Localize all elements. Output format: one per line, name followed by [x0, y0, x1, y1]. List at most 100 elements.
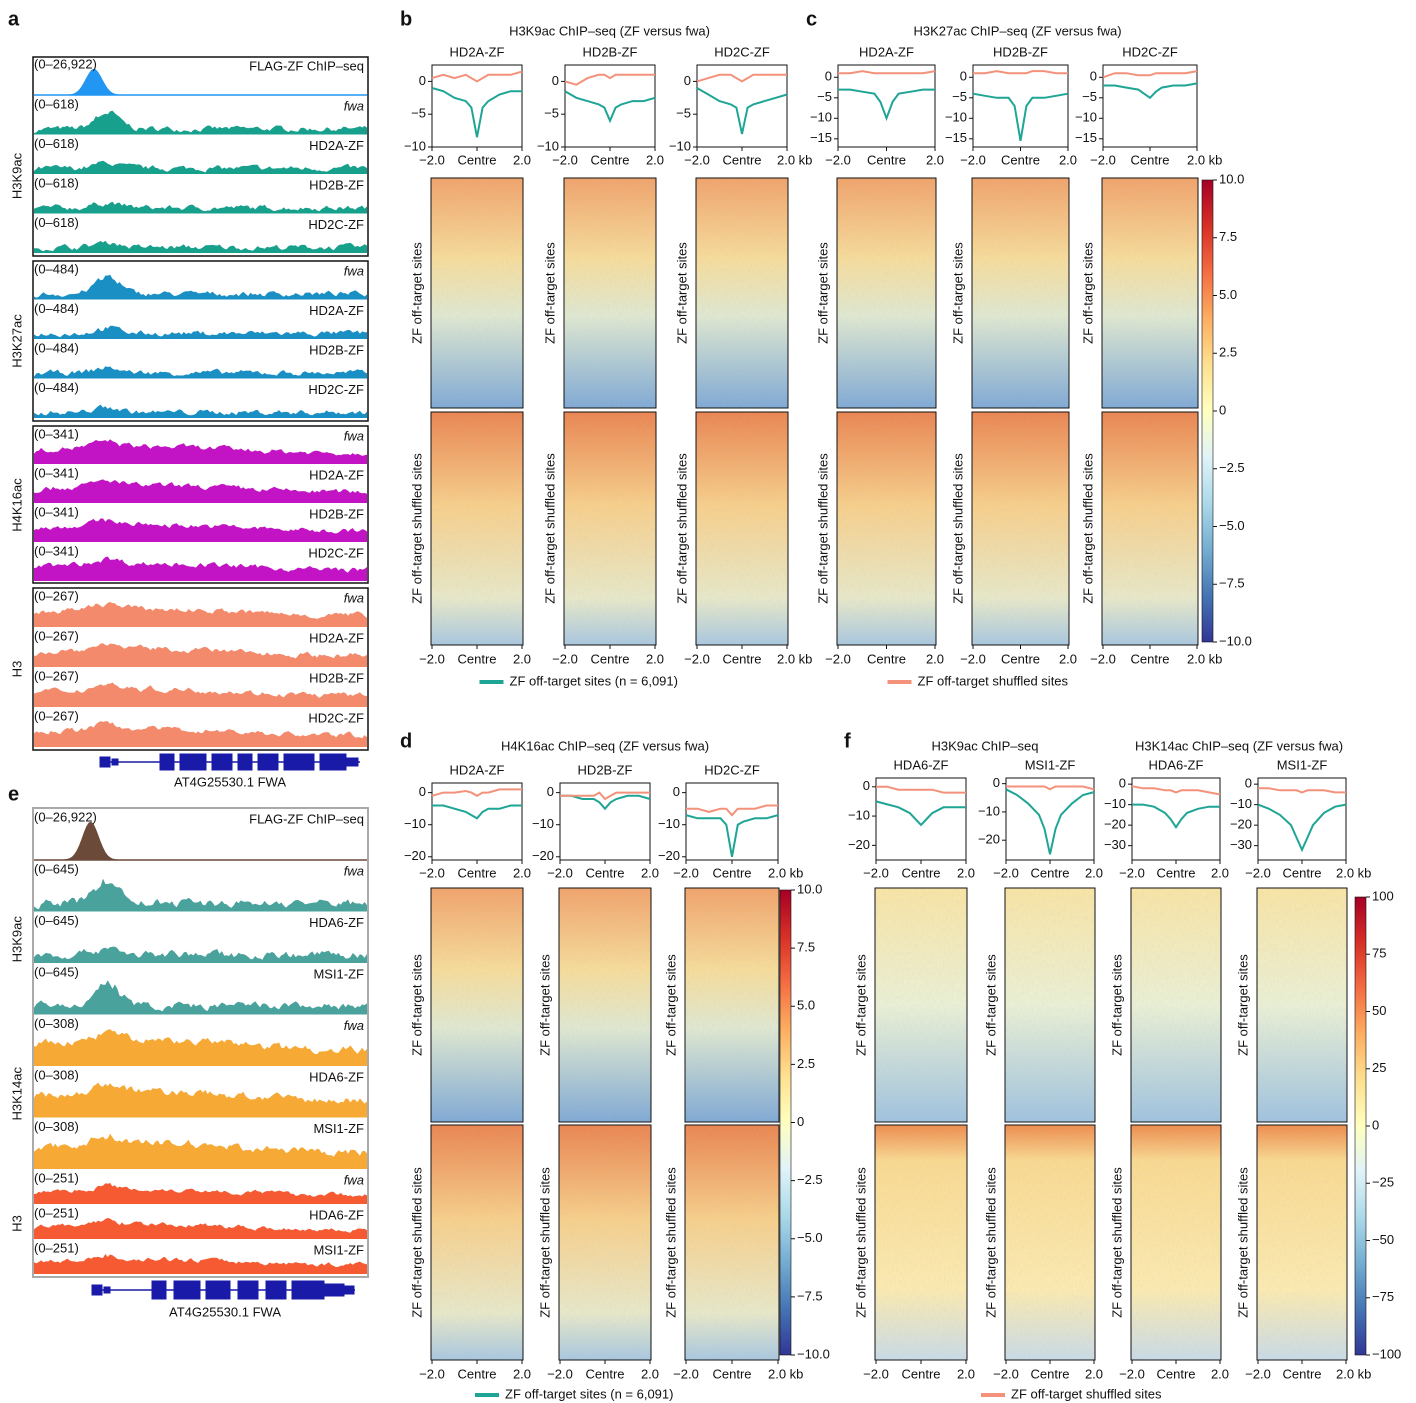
- x-tick-label: −2.0: [825, 152, 851, 167]
- track-range: (0–484): [34, 301, 79, 316]
- heatmap-frame: [563, 177, 657, 409]
- legend-label: ZF off-target sites (n = 6,091): [510, 673, 678, 688]
- row-label: ZF off-target shuffled sites: [815, 453, 830, 604]
- track-name: HD2C-ZF: [308, 217, 364, 232]
- track-range: (0–618): [34, 175, 79, 190]
- x-tick-label: −2.0: [1119, 865, 1145, 880]
- colorbar: [1201, 179, 1214, 643]
- y-tick-label: 0: [1245, 776, 1252, 791]
- x-tick-label: 2.0 kb: [768, 1366, 803, 1381]
- track-signal: [34, 1133, 367, 1169]
- colorbar-tick-label: −10.0: [1219, 633, 1252, 648]
- track-range: (0–484): [34, 380, 79, 395]
- plot-frame: [559, 782, 651, 861]
- track-name: fwa: [344, 263, 364, 278]
- row-label: ZF off-target sites: [1235, 954, 1250, 1056]
- y-tick-label: 0: [552, 73, 559, 88]
- track-name: fwa: [344, 428, 364, 443]
- x-tick-label: 2.0: [957, 1366, 975, 1381]
- x-tick-label: Centre: [867, 152, 906, 167]
- track-range: (0–645): [34, 964, 79, 979]
- heatmap-frame: [684, 887, 780, 1123]
- track-range: (0–251): [34, 1170, 79, 1185]
- column-title: MSI1-ZF: [1277, 757, 1328, 772]
- x-tick-label: −2.0: [547, 1366, 573, 1381]
- y-tick-label: 0: [419, 784, 426, 799]
- x-tick-label: −2.0: [419, 651, 445, 666]
- y-tick-label: −10: [848, 808, 870, 823]
- group-label: H3: [9, 661, 24, 678]
- row-label: ZF off-target shuffled sites: [1109, 1167, 1124, 1318]
- x-tick-label: Centre: [590, 651, 629, 666]
- x-tick-label: Centre: [1156, 865, 1195, 880]
- column-title: HD2A-ZF: [450, 44, 505, 59]
- row-label: ZF off-target sites: [853, 954, 868, 1056]
- heatmap-texture: [564, 178, 656, 408]
- x-tick-label: Centre: [585, 865, 624, 880]
- x-tick-label: Centre: [901, 865, 940, 880]
- profile-line: [973, 70, 1068, 75]
- y-tick-label: −15: [945, 130, 967, 145]
- heatmap-texture: [1102, 178, 1198, 408]
- x-tick-label: Centre: [901, 1366, 940, 1381]
- track-signal: [34, 1183, 367, 1204]
- y-tick-label: −5: [676, 106, 691, 121]
- x-tick-label: −2.0: [552, 651, 578, 666]
- track-range: (0–308): [34, 1067, 79, 1082]
- row-label: ZF off-target sites: [674, 242, 689, 344]
- track-range: (0–484): [34, 261, 79, 276]
- x-tick-label: −2.0: [419, 1366, 445, 1381]
- plot-frame: [972, 64, 1069, 148]
- colorbar-tick-label: 2.5: [797, 1056, 815, 1071]
- track-name: fwa: [344, 98, 364, 113]
- colorbar: [1354, 896, 1367, 1356]
- track-range: (0–618): [34, 96, 79, 111]
- column-title: HD2C-ZF: [1122, 44, 1178, 59]
- track-range: (0–341): [34, 465, 79, 480]
- track-name: HD2A-ZF: [309, 630, 364, 645]
- x-tick-label: Centre: [1282, 865, 1321, 880]
- row-label: ZF off-target sites: [537, 954, 552, 1056]
- profile-line: [838, 70, 936, 75]
- gene-label: AT4G25530.1 FWA: [169, 1304, 281, 1319]
- profile-line: [696, 73, 787, 83]
- legend-label: ZF off-target shuffled sites: [1011, 1386, 1162, 1401]
- heatmap-texture: [1257, 1125, 1347, 1360]
- x-tick-label: −2.0: [419, 152, 445, 167]
- track-name: HD2A-ZF: [309, 303, 364, 318]
- profile-line: [431, 788, 522, 797]
- row-label: ZF off-target shuffled sites: [542, 453, 557, 604]
- x-tick-label: 2.0: [513, 865, 531, 880]
- row-label: ZF off-target shuffled sites: [663, 1167, 678, 1318]
- y-tick-label: −30: [1104, 837, 1126, 852]
- column-title: HDA6-ZF: [1149, 757, 1204, 772]
- row-label: ZF off-target shuffled sites: [950, 453, 965, 604]
- track-signal: [34, 946, 367, 963]
- group-label: H3K27ac: [9, 314, 24, 368]
- x-tick-label: −2.0: [1090, 651, 1116, 666]
- heatmap-frame: [1101, 177, 1199, 409]
- column-title: MSI1-ZF: [1025, 757, 1076, 772]
- x-tick-label: Centre: [712, 865, 751, 880]
- track-signal: [34, 325, 367, 339]
- gene-label: AT4G25530.1 FWA: [174, 774, 286, 789]
- track-range: (0–267): [34, 708, 79, 723]
- x-tick-label: −2.0: [552, 152, 578, 167]
- y-tick-label: −10: [945, 110, 967, 125]
- track-box: [32, 56, 369, 257]
- x-tick-label: 2.0: [513, 651, 531, 666]
- row-label: ZF off-target shuffled sites: [537, 1167, 552, 1318]
- x-tick-label: 2.0: [646, 651, 664, 666]
- x-tick-label: Centre: [722, 651, 761, 666]
- panel-label: a: [8, 8, 20, 30]
- profile-line: [685, 814, 779, 857]
- profile-line: [560, 794, 651, 811]
- track-signal: [34, 821, 367, 860]
- y-tick-label: −10: [978, 803, 1000, 818]
- x-tick-label: Centre: [712, 1366, 751, 1381]
- heatmap-texture: [972, 412, 1069, 645]
- track-range: (0–267): [34, 588, 79, 603]
- track-signal: [34, 518, 367, 542]
- x-tick-label: Centre: [457, 865, 496, 880]
- x-tick-label: 2.0: [646, 152, 664, 167]
